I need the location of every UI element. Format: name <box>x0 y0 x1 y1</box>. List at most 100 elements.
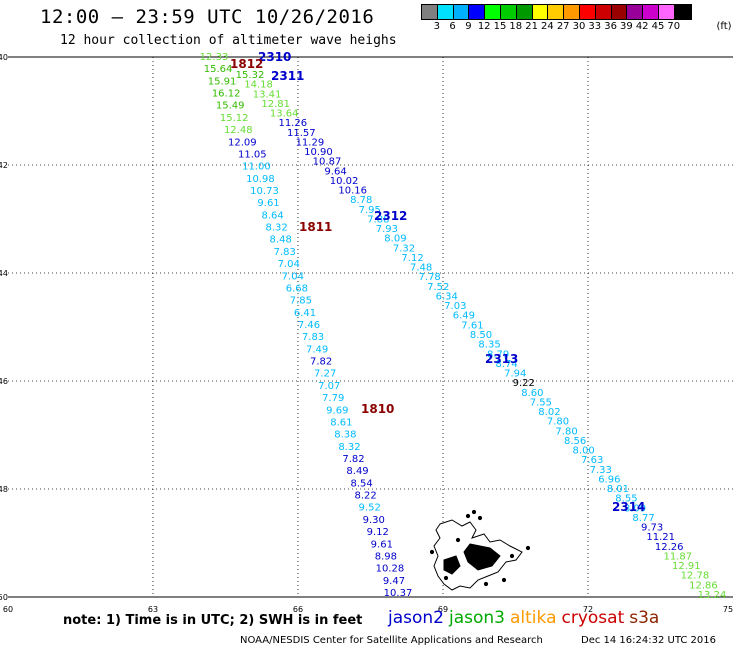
east-track-value: 8.09 <box>624 503 646 514</box>
pass-label-2312: 2312 <box>374 209 407 223</box>
west-track-value: 8.38 <box>334 430 356 441</box>
east-track-value: 12.91 <box>672 561 701 572</box>
east-track-value: 7.03 <box>444 301 466 312</box>
islet <box>471 509 477 515</box>
islet <box>483 581 489 587</box>
east-track-value: 8.09 <box>384 234 406 245</box>
east-track-value: 11.26 <box>278 118 307 129</box>
pass-label-2310: 2310 <box>258 50 291 64</box>
west-track-value: 8.32 <box>338 442 360 453</box>
west-track-value: 8.61 <box>330 417 352 428</box>
scale-label: 24 <box>541 21 554 32</box>
lon-tick-label: 72 <box>583 605 593 614</box>
west-track-value: 9.69 <box>326 405 348 416</box>
east-track-value: 15.32 <box>236 70 265 81</box>
scale-label: 6 <box>449 21 456 32</box>
east-track-value: 7.61 <box>461 320 483 331</box>
east-track-value: 6.34 <box>436 291 458 302</box>
islet <box>509 553 515 559</box>
east-track-value: 8.02 <box>538 407 560 418</box>
scale-label: 30 <box>572 21 586 32</box>
islet <box>477 515 483 521</box>
west-track-value: 8.48 <box>270 235 292 246</box>
east-track-value: 8.00 <box>573 446 595 457</box>
scale-swatch <box>500 5 517 19</box>
pass-label-2313: 2313 <box>485 352 518 366</box>
east-track-value: 7.93 <box>376 224 398 235</box>
east-track-value: 12.86 <box>689 580 718 591</box>
east-track: 15.3214.1813.4112.8113.6411.2611.5711.29… <box>236 70 727 601</box>
lat-tick-label: -46 <box>0 377 8 386</box>
lon-tick-label: 60 <box>3 605 13 614</box>
lat-tick-label: -42 <box>0 161 8 170</box>
lat-tick-label: -40 <box>0 53 8 62</box>
east-track-value: 7.52 <box>427 282 449 293</box>
scale-label: 42 <box>635 21 649 32</box>
footer-timestamp: Dec 14 16:24:32 UTC 2016 <box>581 635 716 646</box>
legend-jason3: jason3 <box>449 608 505 628</box>
islet <box>525 545 531 551</box>
lon-tick-label: 75 <box>723 605 733 614</box>
scale-swatch <box>658 5 675 19</box>
scale-label: 18 <box>509 21 523 32</box>
east-track-value: 7.55 <box>530 397 552 408</box>
lon-tick-label: 66 <box>293 605 303 614</box>
west-track-value: 7.07 <box>318 381 340 392</box>
east-track-value: 7.80 <box>555 426 577 437</box>
west-track-value: 6.41 <box>294 308 316 319</box>
east-track-value: 7.88 <box>367 214 389 225</box>
west-track-value: 15.64 <box>204 64 233 75</box>
page-title: 12:00 – 23:59 UTC 10/26/2016 <box>40 6 375 28</box>
east-track-value: 7.32 <box>393 243 415 254</box>
west-track-value: 9.12 <box>367 527 389 538</box>
west-track-value: 7.85 <box>290 296 312 307</box>
east-track-value: 7.12 <box>401 253 423 264</box>
scale-label: 36 <box>604 21 617 32</box>
west-track-value: 12.48 <box>224 125 253 136</box>
east-track-value: 6.96 <box>598 474 620 485</box>
west-track-value: 8.54 <box>350 478 372 489</box>
scale-swatch <box>437 5 454 19</box>
footer-credit: NOAA/NESDIS Center for Satellite Applica… <box>240 635 543 646</box>
legend-s3a: s3a <box>629 608 660 628</box>
scale-swatch <box>532 5 549 19</box>
west-track-value: 9.30 <box>363 515 385 526</box>
west-track-value: 6.68 <box>286 283 308 294</box>
west-track-value: 8.32 <box>266 223 288 234</box>
east-track-value: 13.64 <box>270 109 299 120</box>
east-track-value: 11.29 <box>296 137 325 148</box>
color-scale <box>421 4 692 20</box>
pass-label-1812: 1812 <box>230 57 263 71</box>
east-track-value: 9.64 <box>324 166 346 177</box>
kerguelen-islands <box>429 509 531 591</box>
west-track-value: 8.64 <box>261 210 283 221</box>
lon-tick-label: 69 <box>438 605 448 614</box>
west-track-value: 7.82 <box>342 454 364 465</box>
islet <box>465 513 471 519</box>
scale-label: (ft) <box>716 21 732 32</box>
legend-jason2: jason2 <box>388 608 444 628</box>
pass-label-1810: 1810 <box>361 402 394 416</box>
scale-label: 33 <box>588 21 602 32</box>
west-track-value: 7.27 <box>314 369 336 380</box>
east-track-value: 12.81 <box>261 99 290 110</box>
east-track-value: 10.16 <box>338 186 367 197</box>
map-tick-labels: -40 -42 -44 -46 -48 -50 60 63 66 69 72 75 <box>0 53 733 614</box>
west-track-value: 7.04 <box>282 271 304 282</box>
west-track-value: 12.09 <box>228 137 257 148</box>
east-track-value: 13.24 <box>698 590 727 601</box>
east-track-value: 8.35 <box>478 340 500 351</box>
scale-swatch <box>643 5 659 19</box>
east-track-value: 6.49 <box>453 311 475 322</box>
west-track-value: 7.83 <box>302 332 324 343</box>
west-track-value: 8.49 <box>346 466 368 477</box>
east-track-value: 7.78 <box>419 272 441 283</box>
scale-label: 21 <box>525 21 538 32</box>
east-track-value: 11.57 <box>287 128 316 139</box>
west-track-value: 7.79 <box>322 393 344 404</box>
scale-swatch <box>469 5 486 19</box>
east-track-value: 7.95 <box>359 205 381 216</box>
west-track-value: 15.49 <box>216 101 245 112</box>
pass-label-1811: 1811 <box>299 220 332 234</box>
west-track-value: 9.52 <box>359 503 381 514</box>
